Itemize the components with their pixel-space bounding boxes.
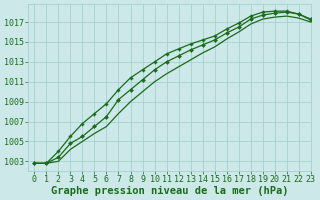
X-axis label: Graphe pression niveau de la mer (hPa): Graphe pression niveau de la mer (hPa)	[51, 186, 288, 196]
